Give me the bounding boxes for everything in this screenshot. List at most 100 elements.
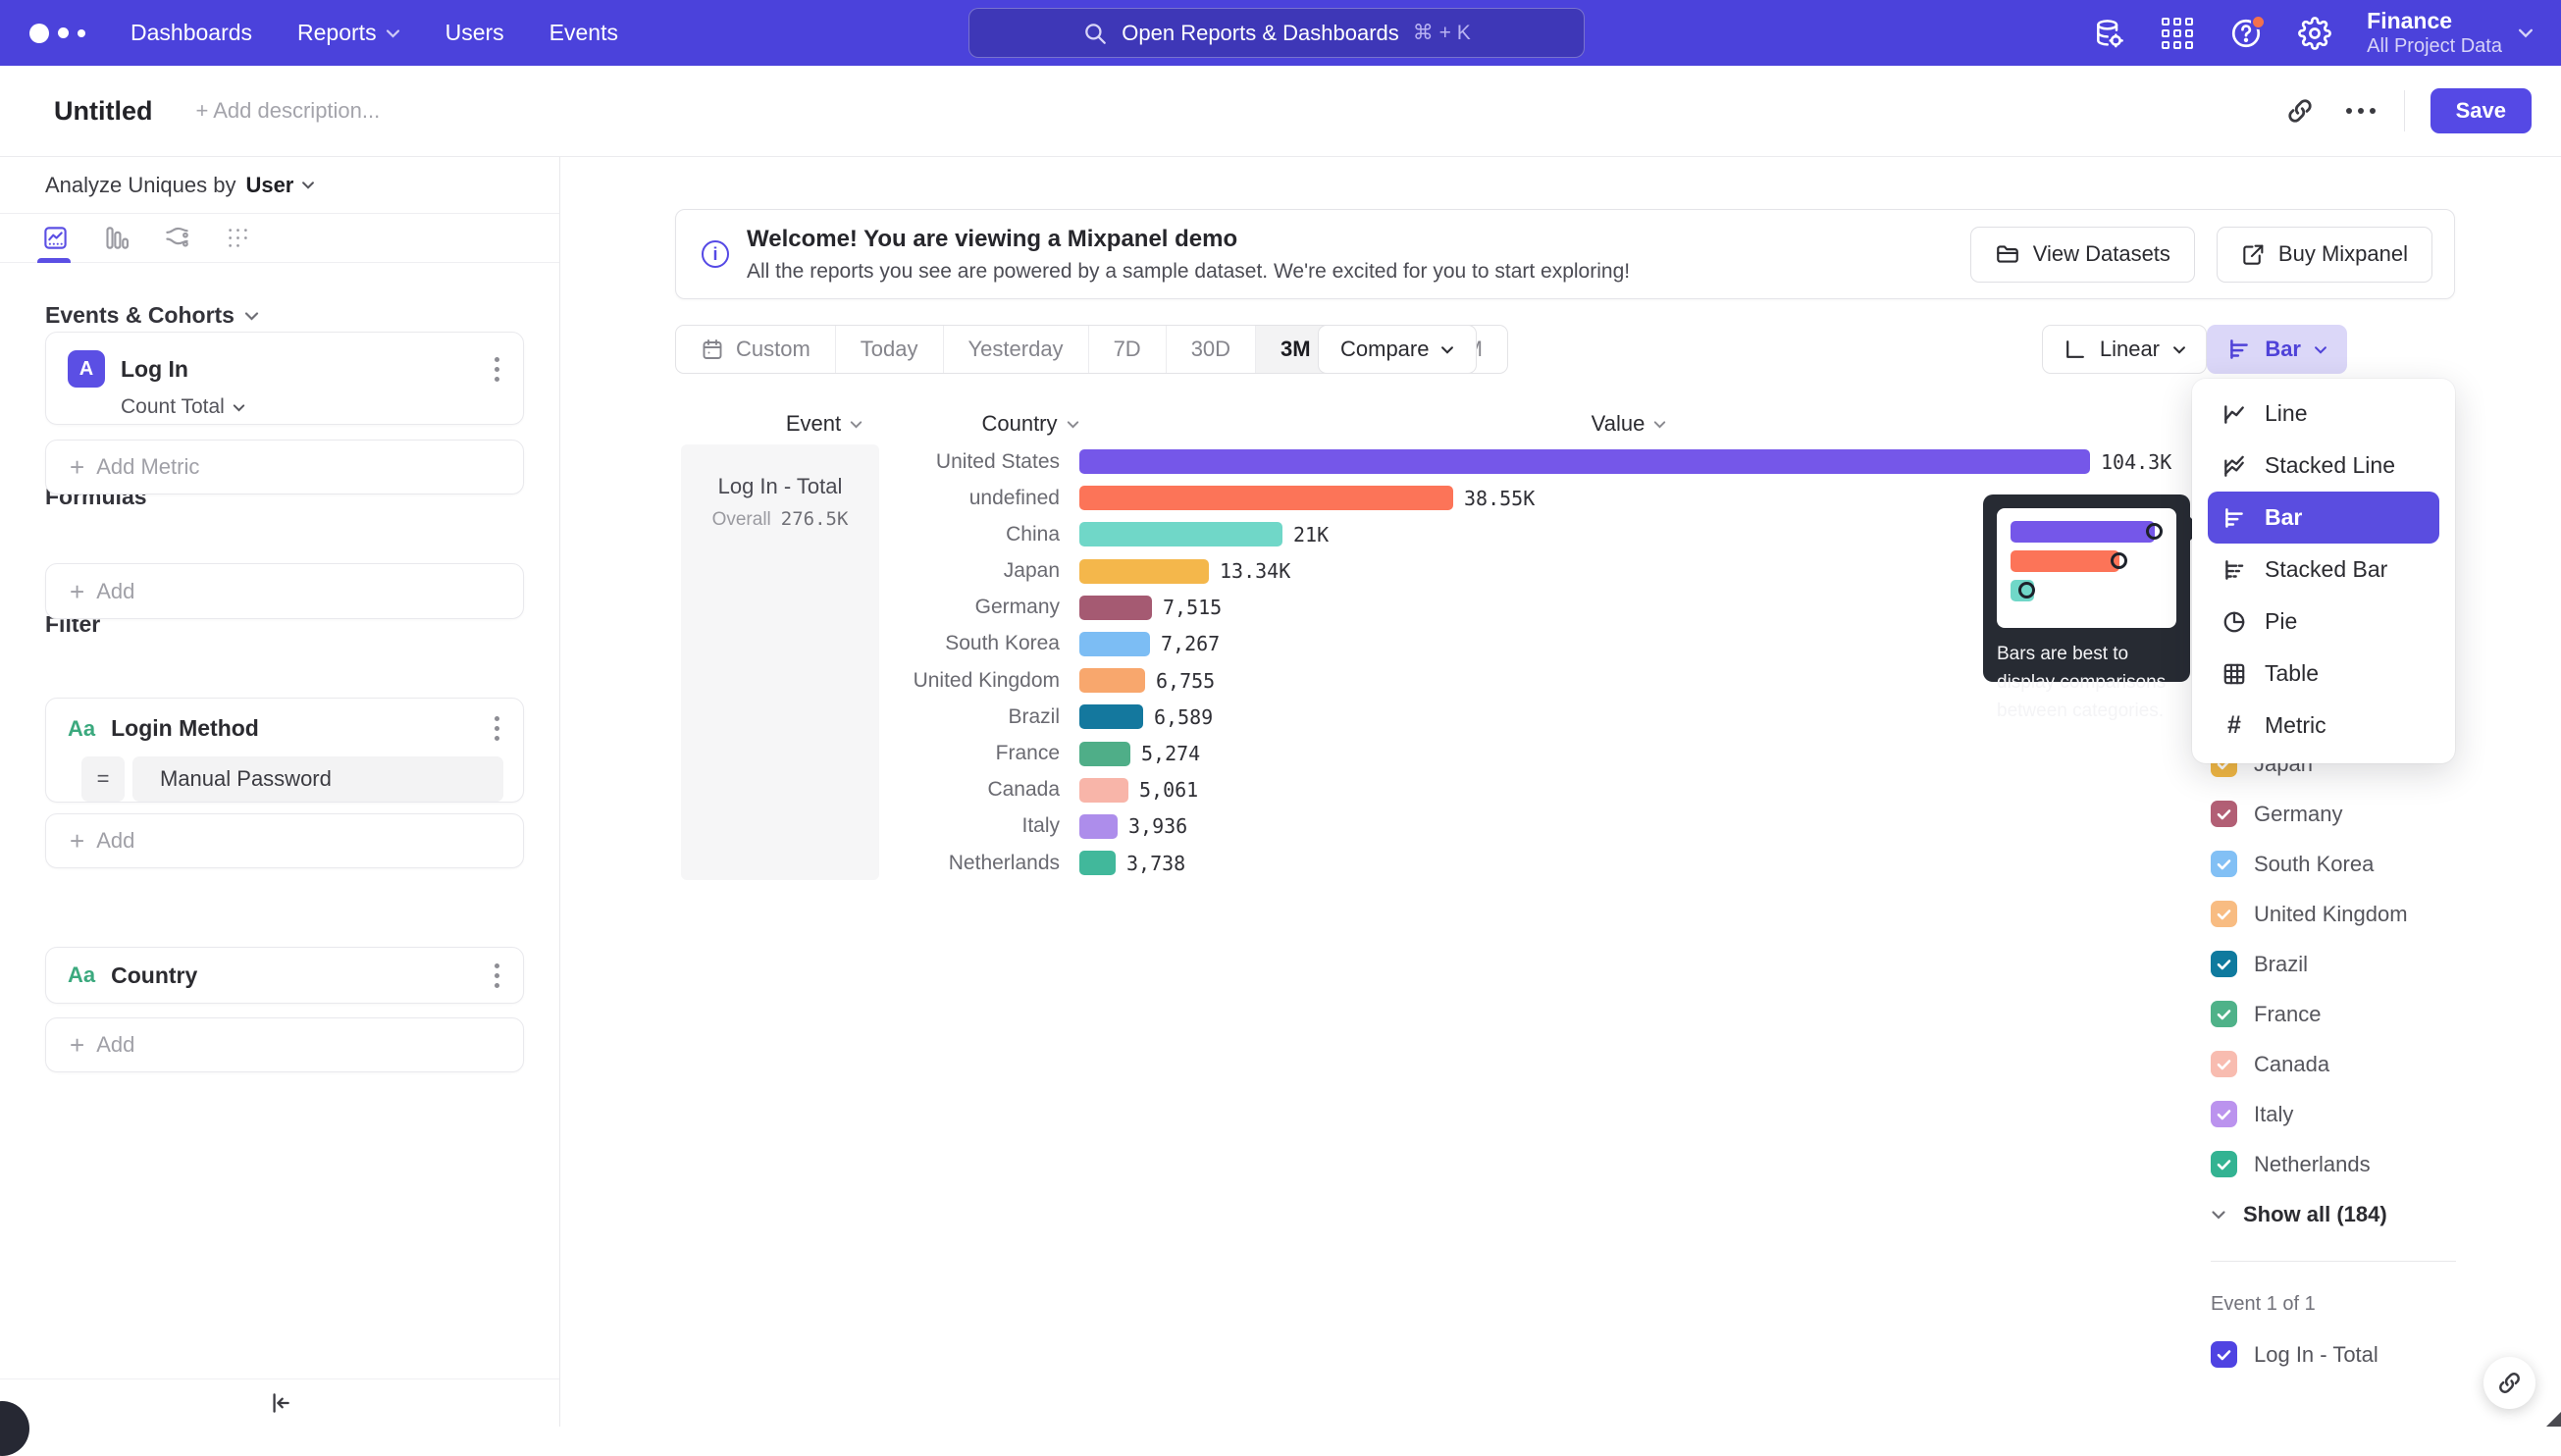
report-description-placeholder[interactable]: + Add description...: [195, 98, 381, 123]
data-management-icon[interactable]: [2092, 17, 2125, 50]
more-options-icon[interactable]: [2343, 93, 2378, 129]
filter-operator[interactable]: =: [81, 756, 125, 802]
value-bar[interactable]: [1079, 486, 1453, 511]
value-bar[interactable]: [1079, 813, 1118, 839]
copy-link-icon[interactable]: [2282, 93, 2318, 129]
column-header-value[interactable]: Value: [1550, 411, 1707, 437]
column-header-event[interactable]: Event: [756, 411, 893, 437]
legend-checkbox[interactable]: [2211, 1051, 2237, 1077]
legend-item[interactable]: Germany: [2211, 801, 2482, 827]
menu-item-stacked-bar[interactable]: Stacked Bar: [2192, 544, 2455, 596]
project-scope: All Project Data: [2367, 35, 2502, 58]
nav-reports[interactable]: Reports: [297, 20, 400, 46]
range-yesterday[interactable]: Yesterday: [942, 326, 1088, 373]
menu-item-table[interactable]: Table: [2192, 648, 2455, 700]
legend-checkbox[interactable]: [2211, 1001, 2237, 1027]
add-filter-button[interactable]: + Add: [45, 813, 524, 868]
global-search[interactable]: Open Reports & Dashboards ⌘ + K: [968, 8, 1585, 58]
breakdown-kebab-menu[interactable]: [491, 960, 503, 992]
legend-item[interactable]: South Korea: [2211, 851, 2482, 877]
menu-item-bar[interactable]: Bar: [2208, 492, 2439, 544]
filter-kebab-menu[interactable]: [491, 712, 503, 745]
property-type-badge: Aa: [68, 715, 96, 741]
compare-button[interactable]: Compare: [1318, 325, 1478, 374]
add-formula-button[interactable]: + Add: [45, 563, 524, 619]
column-header-country[interactable]: Country: [957, 411, 1104, 437]
range-custom[interactable]: Custom: [676, 326, 835, 373]
nav-dashboards[interactable]: Dashboards: [131, 20, 252, 46]
metric-card[interactable]: A Log In Count Total: [45, 332, 524, 425]
value-label: 13.34K: [1220, 559, 1291, 584]
range-30d[interactable]: 30D: [1165, 326, 1255, 373]
menu-item-metric[interactable]: # Metric: [2192, 700, 2455, 752]
menu-label: Pie: [2265, 608, 2298, 634]
value-bar[interactable]: [1079, 851, 1116, 876]
breakdown-card[interactable]: Aa Country: [45, 947, 524, 1004]
country-label: United States: [935, 449, 1060, 473]
show-all-toggle[interactable]: Show all (184): [2211, 1201, 2482, 1227]
tab-flows[interactable]: [163, 225, 190, 252]
country-label: France: [995, 742, 1060, 764]
legend-checkbox[interactable]: [2211, 801, 2237, 827]
legend-item[interactable]: Canada: [2211, 1051, 2482, 1077]
legend-item[interactable]: Brazil: [2211, 951, 2482, 977]
legend-item[interactable]: Italy: [2211, 1101, 2482, 1127]
save-button[interactable]: Save: [2430, 88, 2532, 133]
value-bar[interactable]: [1079, 449, 2090, 474]
settings-gear-icon[interactable]: [2298, 16, 2332, 50]
help-icon[interactable]: [2229, 14, 2267, 50]
apps-grid-icon[interactable]: [2161, 17, 2194, 50]
chart-type-dropdown[interactable]: Bar: [2207, 325, 2347, 374]
tab-more-reports[interactable]: [224, 225, 251, 252]
menu-item-stacked-line[interactable]: Stacked Line: [2192, 440, 2455, 492]
range-7d[interactable]: 7D: [1087, 326, 1166, 373]
metric-kebab-menu[interactable]: [491, 353, 503, 386]
range-label: Yesterday: [967, 337, 1064, 361]
nav-items: Dashboards Reports Users Events: [131, 20, 618, 46]
legend-checkbox[interactable]: [2211, 951, 2237, 977]
value-bar[interactable]: [1079, 558, 1209, 584]
report-title[interactable]: Untitled: [54, 95, 153, 126]
legend-item[interactable]: France: [2211, 1001, 2482, 1027]
legend-event-series[interactable]: Log In - Total: [2211, 1341, 2482, 1368]
scale-dropdown[interactable]: Linear: [2041, 325, 2207, 374]
range-today[interactable]: Today: [834, 326, 943, 373]
value-bar[interactable]: [1079, 704, 1143, 730]
project-switcher[interactable]: Finance All Project Data: [2367, 8, 2534, 59]
chart-row: undefined 38.55K: [879, 486, 2171, 511]
value-bar[interactable]: [1079, 522, 1282, 547]
value-bar[interactable]: [1079, 631, 1150, 656]
tab-funnels[interactable]: [102, 225, 130, 252]
value-bar[interactable]: [1079, 595, 1152, 620]
add-breakdown-button[interactable]: + Add: [45, 1017, 524, 1072]
mixpanel-logo[interactable]: [29, 23, 85, 43]
share-link-fab[interactable]: [2483, 1357, 2535, 1409]
nav-events[interactable]: Events: [549, 20, 618, 46]
collapse-sidebar-icon[interactable]: [267, 1390, 292, 1416]
buy-mixpanel-button[interactable]: Buy Mixpanel: [2216, 226, 2432, 283]
menu-item-line[interactable]: Line: [2192, 388, 2455, 440]
series-checkbox[interactable]: [2211, 1341, 2237, 1368]
legend-checkbox[interactable]: [2211, 1151, 2237, 1177]
filter-value[interactable]: Manual Password: [132, 756, 503, 802]
legend-item[interactable]: Netherlands: [2211, 1151, 2482, 1177]
legend-checkbox[interactable]: [2211, 851, 2237, 877]
events-section-label[interactable]: Events & Cohorts: [45, 302, 559, 329]
legend-item[interactable]: United Kingdom: [2211, 901, 2482, 927]
view-datasets-button[interactable]: View Datasets: [1969, 226, 2195, 283]
filter-card[interactable]: Aa Login Method = Manual Password: [45, 698, 524, 803]
tab-insights[interactable]: [41, 225, 69, 252]
tooltip-preview-bar: [2011, 521, 2155, 543]
aggregation-dropdown[interactable]: Count Total: [121, 395, 523, 419]
legend-checkbox[interactable]: [2211, 1101, 2237, 1127]
analyze-entity-dropdown[interactable]: User: [245, 173, 315, 198]
menu-item-pie[interactable]: Pie: [2192, 596, 2455, 648]
add-metric-button[interactable]: + Add Metric: [45, 440, 524, 494]
nav-users[interactable]: Users: [445, 20, 504, 46]
legend-label: Netherlands: [2254, 1151, 2371, 1176]
legend-checkbox[interactable]: [2211, 901, 2237, 927]
value-bar[interactable]: [1079, 777, 1128, 803]
legend-label: Italy: [2254, 1101, 2294, 1126]
value-bar[interactable]: [1079, 668, 1145, 694]
value-bar[interactable]: [1079, 741, 1130, 766]
